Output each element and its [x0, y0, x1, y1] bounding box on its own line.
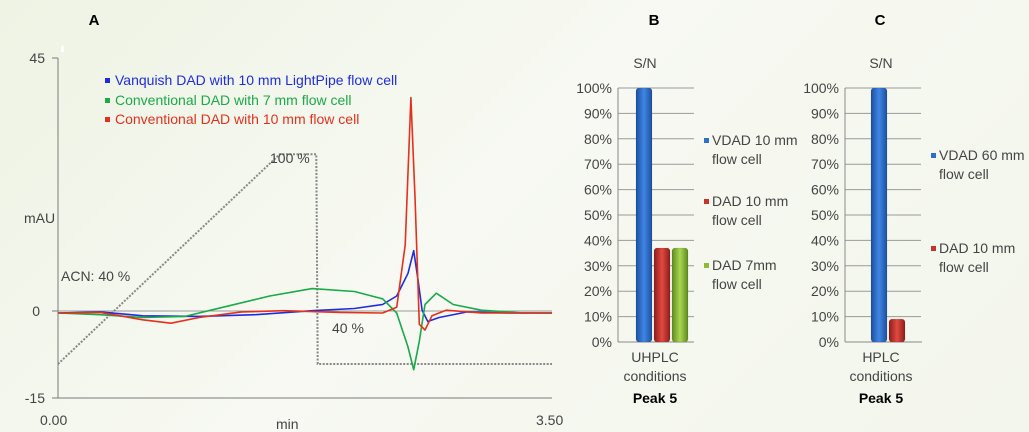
legend-label-dad10: Conventional DAD with 10 mm flow cell [115, 111, 359, 127]
chart-a-xtick-start: 0.00 [40, 412, 67, 428]
chart-b: B S/N 100%90%80%70%60%50%40%30%20%10%0% … [576, 12, 797, 406]
legend-b-swatch-dad7 [704, 263, 709, 268]
chart-a-xtick-end: 3.50 [536, 412, 563, 428]
b-ytick-label: 40% [584, 232, 612, 248]
b-ytick-label: 20% [584, 283, 612, 299]
legend-b-swatch-dad10 [704, 199, 709, 204]
chart-a-corner-mark [61, 46, 64, 52]
legend-swatch-dad10 [105, 117, 110, 122]
c-ytick-label: 0% [819, 334, 839, 350]
acn-gradient-line [58, 154, 552, 364]
b-bar-2 [654, 248, 670, 342]
annotation-plateau: 100 % [270, 150, 310, 166]
b-ytick-label: 90% [584, 105, 612, 121]
chart-b-ytick-labels: 100% 90% 80% 70% 60% 50% 40% 30% 20% 10% 0% [576, 80, 612, 350]
legend-b-label-dad10: DAD 10 mm [712, 193, 788, 209]
c-bar-1 [871, 88, 887, 342]
b-bar-3 [672, 248, 688, 342]
chart-a: A 45 0 -15 mAU 0.00 3.50 min ACN: 40 % 1… [24, 12, 563, 432]
c-ytick-label: 20% [811, 283, 839, 299]
chart-a-ylabel: mAU [24, 210, 55, 226]
annotation-end: 40 % [332, 320, 364, 336]
legend-label-dad7: Conventional DAD with 7 mm flow cell [115, 92, 352, 108]
c-bar-2 [889, 319, 905, 342]
c-ytick-label: 50% [811, 207, 839, 223]
panel-letter-a: A [89, 12, 100, 29]
chart-a-ytick-minus15: -15 [25, 390, 45, 406]
trace-dad-10mm [58, 98, 552, 330]
chart-c-ytick-labels: 100% 90% 80% 70% 60% 50% 40% 30% 20% 10% 0% [803, 80, 839, 350]
legend-c-label-vdad60-line2: flow cell [939, 166, 989, 182]
chart-c-category-line1: HPLC [862, 349, 899, 365]
panel-letter-b: B [649, 12, 660, 29]
chart-a-ytick-45: 45 [29, 50, 45, 66]
c-ytick-label: 90% [811, 105, 839, 121]
c-ytick-label: 30% [811, 258, 839, 274]
chart-a-ytick-0: 0 [32, 303, 40, 319]
chart-c-legend: VDAD 60 mm flow cell DAD 10 mm flow cell [931, 147, 1025, 275]
legend-b-label-dad7-line2: flow cell [712, 276, 762, 292]
panel-letter-c: C [875, 12, 886, 29]
chart-c-title: S/N [869, 55, 892, 71]
legend-swatch-dad7 [105, 98, 110, 103]
chart-b-title: S/N [633, 55, 656, 71]
b-ytick-label: 50% [584, 207, 612, 223]
chart-c: C S/N 100%90%80%70%60%50%40%30%20%10%0% … [803, 12, 1024, 406]
legend-c-label-dad10: DAD 10 mm [939, 240, 1015, 256]
c-ytick-label: 100% [803, 80, 839, 96]
legend-b-label-dad10-line2: flow cell [712, 212, 762, 228]
b-ytick-label: 80% [584, 131, 612, 147]
legend-b-swatch-vdad10 [704, 138, 709, 143]
b-ytick-label: 60% [584, 182, 612, 198]
chart-b-legend: VDAD 10 mm flow cell DAD 10 mm flow cell… [704, 132, 798, 292]
legend-b-label-vdad10: VDAD 10 mm [712, 132, 798, 148]
b-ytick-label: 0% [592, 334, 612, 350]
legend-b-label-vdad10-line2: flow cell [712, 151, 762, 167]
chart-b-category-line1: UHPLC [631, 349, 678, 365]
b-ytick-label: 30% [584, 258, 612, 274]
c-ytick-label: 80% [811, 131, 839, 147]
annotation-acn-start: ACN: 40 % [61, 268, 130, 284]
chart-a-traces [58, 98, 552, 370]
legend-c-label-vdad60: VDAD 60 mm [939, 147, 1025, 163]
legend-swatch-vanquish [105, 78, 110, 83]
chart-b-category-line2: conditions [623, 368, 686, 384]
legend-c-swatch-vdad60 [931, 153, 936, 158]
chart-a-legend: Vanquish DAD with 10 mm LightPipe flow c… [105, 72, 397, 127]
c-ytick-label: 40% [811, 232, 839, 248]
b-ytick-label: 10% [584, 309, 612, 325]
chart-c-category-line2: conditions [849, 368, 912, 384]
c-ytick-label: 10% [811, 309, 839, 325]
b-ytick-label: 70% [584, 156, 612, 172]
b-ytick-label: 100% [576, 80, 612, 96]
b-bar-1 [636, 88, 652, 342]
legend-c-swatch-dad10 [931, 246, 936, 251]
chart-c-footer: Peak 5 [859, 390, 904, 406]
c-ytick-label: 60% [811, 182, 839, 198]
legend-c-label-dad10-line2: flow cell [939, 259, 989, 275]
chart-b-footer: Peak 5 [633, 390, 678, 406]
legend-b-label-dad7: DAD 7mm [712, 257, 777, 273]
legend-label-vanquish: Vanquish DAD with 10 mm LightPipe flow c… [115, 72, 397, 88]
chart-a-xlabel: min [276, 416, 299, 432]
trace-dad-7mm [58, 289, 552, 370]
c-ytick-label: 70% [811, 156, 839, 172]
